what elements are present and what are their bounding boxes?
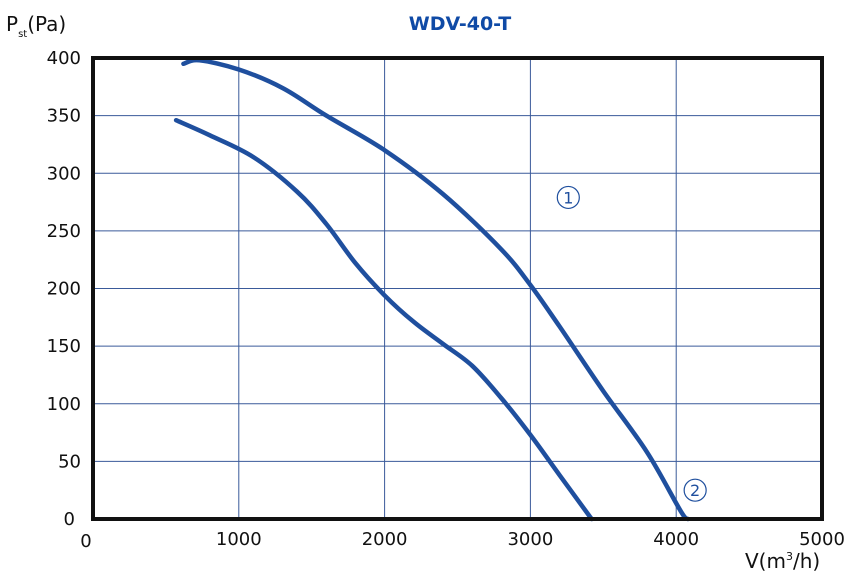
- y-axis-label-subscript: st: [18, 29, 27, 40]
- tick-labels: 0 1000 2000 3000 4000 5000 0 50 100 150 200 250 300 3…: [47, 48, 845, 552]
- series-1-line: [181, 57, 691, 522]
- series-1-marker-circle: [556, 185, 580, 210]
- x-axis-label-pre: V(m: [745, 549, 786, 573]
- x-tick-label: 4000: [653, 529, 699, 550]
- x-tick-label: 0: [80, 531, 91, 552]
- y-tick-label: 50: [58, 451, 81, 472]
- y-tick-label: 300: [47, 163, 81, 184]
- series-markers: 12: [556, 185, 707, 502]
- series-curves: [173, 57, 691, 522]
- chart-title: WDV-40-T: [409, 13, 511, 35]
- y-axis-label-main: P: [6, 12, 18, 36]
- x-tick-label: 3000: [507, 529, 553, 550]
- y-tick-label: 0: [64, 509, 75, 530]
- plot-frame: [91, 56, 824, 521]
- y-tick-label: 100: [47, 394, 81, 415]
- x-axis-label-post: /h): [793, 549, 820, 573]
- x-axis-label: V(m3/h): [745, 549, 820, 573]
- y-tick-label: 150: [47, 336, 81, 357]
- series-2-marker-circle: [683, 478, 707, 502]
- x-tick-label: 1000: [216, 529, 262, 550]
- x-tick-label: 2000: [362, 529, 408, 550]
- series-2-marker-label: 2: [690, 481, 700, 500]
- series-1-marker-label: 1: [563, 188, 573, 207]
- y-axis-label: Pst(Pa): [6, 12, 66, 40]
- x-tick-label: 5000: [799, 529, 845, 550]
- y-tick-label: 200: [47, 279, 81, 300]
- y-tick-label: 250: [47, 221, 81, 242]
- y-axis-label-unit: (Pa): [27, 12, 66, 36]
- x-axis-label-superscript: 3: [786, 550, 793, 563]
- series-2-line: [173, 117, 594, 522]
- y-tick-label: 400: [47, 48, 81, 69]
- y-tick-label: 350: [47, 106, 81, 127]
- gridlines: [93, 58, 822, 519]
